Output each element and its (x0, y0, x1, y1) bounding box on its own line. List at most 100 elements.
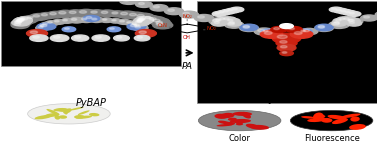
Text: Color: Color (229, 134, 251, 143)
Text: OH: OH (183, 35, 191, 40)
Circle shape (136, 18, 151, 23)
Circle shape (45, 21, 59, 26)
Circle shape (59, 11, 66, 14)
Circle shape (17, 19, 23, 21)
Circle shape (50, 35, 69, 41)
Circle shape (92, 35, 110, 41)
Circle shape (375, 11, 378, 18)
Circle shape (86, 17, 92, 19)
Circle shape (228, 19, 233, 21)
Ellipse shape (332, 118, 348, 124)
Circle shape (116, 36, 122, 38)
Circle shape (43, 23, 47, 25)
Circle shape (135, 20, 148, 25)
Circle shape (76, 9, 96, 17)
Circle shape (109, 11, 126, 17)
Circle shape (240, 25, 258, 31)
Ellipse shape (74, 115, 85, 119)
Circle shape (107, 27, 121, 32)
Ellipse shape (89, 113, 99, 116)
Circle shape (329, 21, 349, 28)
Circle shape (68, 17, 84, 23)
Ellipse shape (246, 124, 259, 128)
Circle shape (129, 22, 144, 27)
Circle shape (102, 19, 107, 20)
Circle shape (289, 28, 294, 30)
Ellipse shape (70, 107, 84, 110)
Ellipse shape (76, 116, 92, 119)
Circle shape (361, 15, 378, 21)
Circle shape (132, 20, 150, 26)
Circle shape (40, 25, 44, 26)
Circle shape (71, 18, 77, 20)
Circle shape (112, 12, 118, 14)
Circle shape (137, 20, 142, 22)
Circle shape (225, 21, 243, 28)
Circle shape (212, 11, 226, 16)
Circle shape (135, 30, 156, 37)
Circle shape (139, 18, 145, 20)
Circle shape (100, 18, 113, 22)
Circle shape (347, 11, 361, 16)
Circle shape (91, 11, 97, 13)
Ellipse shape (307, 118, 327, 122)
Circle shape (299, 29, 312, 34)
Ellipse shape (236, 123, 243, 125)
Ellipse shape (59, 115, 67, 119)
Circle shape (66, 10, 85, 17)
Circle shape (219, 11, 224, 13)
Circle shape (21, 18, 28, 20)
Circle shape (198, 16, 204, 18)
Circle shape (11, 22, 29, 29)
Circle shape (30, 31, 37, 33)
Circle shape (224, 10, 228, 12)
Circle shape (79, 11, 87, 13)
Circle shape (98, 10, 116, 17)
Circle shape (137, 21, 142, 22)
Circle shape (69, 11, 76, 13)
Circle shape (282, 25, 287, 26)
Circle shape (217, 10, 230, 15)
Circle shape (17, 20, 22, 22)
Text: PyBAP-PA: PyBAP-PA (263, 94, 310, 104)
Circle shape (339, 18, 345, 20)
Circle shape (137, 14, 144, 17)
Circle shape (139, 2, 144, 5)
Circle shape (349, 19, 355, 21)
Circle shape (48, 22, 52, 23)
Ellipse shape (45, 113, 59, 117)
Circle shape (332, 21, 347, 26)
Circle shape (41, 14, 47, 16)
Circle shape (135, 17, 153, 23)
Circle shape (13, 19, 31, 25)
Circle shape (119, 20, 124, 22)
Circle shape (215, 12, 219, 14)
Ellipse shape (46, 109, 60, 115)
Circle shape (62, 27, 76, 32)
Circle shape (345, 18, 363, 25)
Circle shape (224, 18, 229, 20)
Circle shape (131, 23, 136, 25)
Circle shape (15, 17, 32, 24)
Circle shape (258, 29, 265, 32)
Circle shape (130, 24, 137, 27)
Circle shape (38, 12, 56, 19)
Ellipse shape (54, 115, 60, 120)
Circle shape (135, 19, 150, 24)
Circle shape (168, 9, 175, 11)
Circle shape (226, 21, 242, 26)
Circle shape (54, 20, 59, 22)
Circle shape (243, 25, 249, 28)
Circle shape (344, 18, 349, 20)
Circle shape (209, 18, 229, 25)
Circle shape (82, 18, 87, 20)
Circle shape (277, 44, 296, 51)
Circle shape (117, 19, 131, 24)
Circle shape (348, 19, 353, 21)
Circle shape (164, 8, 183, 15)
Ellipse shape (214, 114, 228, 119)
Circle shape (364, 16, 370, 18)
Circle shape (136, 17, 153, 23)
Ellipse shape (78, 110, 90, 115)
Circle shape (14, 18, 33, 25)
